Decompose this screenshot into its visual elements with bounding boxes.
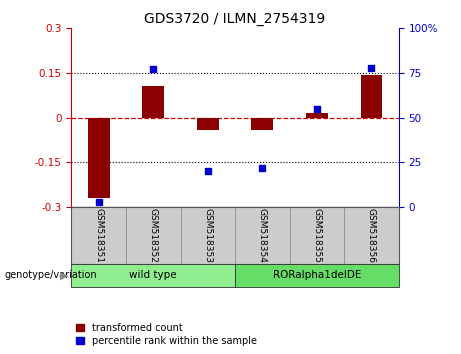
Bar <box>142 86 164 118</box>
Text: wild type: wild type <box>130 270 177 280</box>
Point <box>204 169 212 174</box>
Text: GSM518355: GSM518355 <box>313 208 321 263</box>
Text: RORalpha1delDE: RORalpha1delDE <box>273 270 361 280</box>
Bar <box>88 118 110 198</box>
Bar <box>71 264 235 287</box>
Text: genotype/variation: genotype/variation <box>5 270 97 280</box>
Point <box>368 65 375 70</box>
Bar <box>235 264 399 287</box>
Text: GSM518354: GSM518354 <box>258 208 267 263</box>
Bar <box>71 207 126 264</box>
Bar <box>197 118 219 130</box>
Legend: transformed count, percentile rank within the sample: transformed count, percentile rank withi… <box>77 323 257 346</box>
Title: GDS3720 / ILMN_2754319: GDS3720 / ILMN_2754319 <box>144 12 326 26</box>
Point <box>149 67 157 72</box>
Text: GSM518356: GSM518356 <box>367 208 376 263</box>
Bar <box>252 118 273 130</box>
Point <box>313 106 321 112</box>
Text: ▶: ▶ <box>60 270 68 280</box>
Bar <box>126 207 181 264</box>
Bar <box>235 207 290 264</box>
Bar <box>290 207 344 264</box>
Point <box>259 165 266 171</box>
Bar <box>181 207 235 264</box>
Point <box>95 199 102 205</box>
Bar <box>361 74 382 118</box>
Text: GSM518352: GSM518352 <box>149 208 158 263</box>
Bar <box>344 207 399 264</box>
Text: GSM518351: GSM518351 <box>94 208 103 263</box>
Bar <box>306 113 328 118</box>
Text: GSM518353: GSM518353 <box>203 208 213 263</box>
